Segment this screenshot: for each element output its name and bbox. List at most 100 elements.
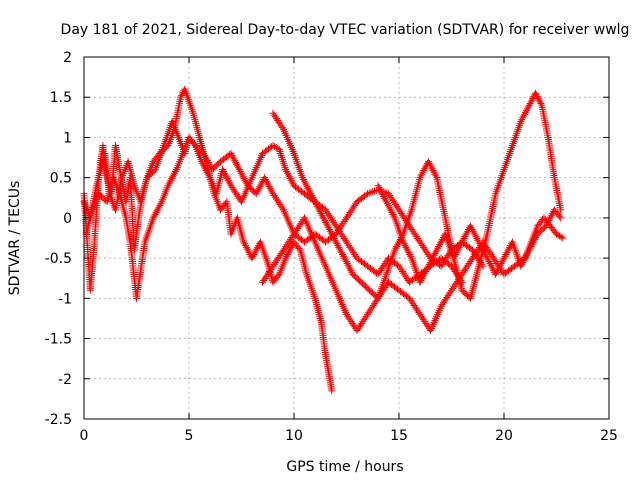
data-point bbox=[517, 117, 525, 125]
data-point bbox=[473, 234, 481, 242]
data-point bbox=[460, 234, 468, 242]
x-tick-label: 10 bbox=[285, 428, 303, 444]
chart-title: Day 181 of 2021, Sidereal Day-to-day VTE… bbox=[61, 22, 630, 38]
data-point bbox=[376, 185, 384, 193]
y-tick-label: -1.5 bbox=[45, 332, 72, 348]
data-point bbox=[354, 325, 362, 333]
data-point bbox=[348, 205, 356, 213]
data-point bbox=[532, 234, 540, 242]
data-point bbox=[439, 259, 447, 267]
data-point bbox=[399, 268, 406, 276]
data-point bbox=[520, 257, 528, 265]
data-point bbox=[423, 321, 431, 329]
data-point bbox=[416, 278, 424, 286]
data-point bbox=[474, 236, 482, 244]
data-point bbox=[372, 298, 380, 306]
data-point bbox=[420, 271, 428, 279]
data-point bbox=[416, 238, 424, 246]
data-point bbox=[451, 252, 459, 260]
data-point bbox=[286, 245, 294, 253]
data-point bbox=[233, 160, 241, 168]
data-point bbox=[268, 264, 276, 272]
data-point bbox=[555, 212, 563, 220]
data-point bbox=[351, 251, 359, 259]
data-point bbox=[375, 183, 383, 191]
data-point bbox=[429, 253, 437, 261]
data-point bbox=[369, 188, 377, 196]
data-point bbox=[273, 115, 280, 123]
data-point bbox=[416, 174, 424, 182]
data-point bbox=[276, 200, 284, 208]
data-point bbox=[166, 178, 174, 186]
data-point bbox=[340, 234, 348, 242]
data-point bbox=[460, 267, 468, 275]
data-point bbox=[521, 253, 529, 261]
data-point bbox=[271, 113, 279, 121]
data-point bbox=[333, 240, 341, 248]
data-point bbox=[347, 245, 355, 253]
data-point bbox=[314, 204, 322, 212]
data-point bbox=[281, 244, 289, 252]
data-point bbox=[340, 254, 348, 262]
data-point bbox=[411, 231, 419, 239]
data-point bbox=[317, 209, 325, 217]
data-point bbox=[426, 161, 434, 169]
data-point bbox=[417, 172, 425, 180]
data-point bbox=[248, 254, 256, 262]
data-point bbox=[526, 100, 534, 108]
data-point bbox=[355, 323, 363, 331]
data-point bbox=[228, 151, 236, 159]
data-point bbox=[419, 168, 427, 176]
data-point bbox=[504, 247, 512, 255]
data-point bbox=[524, 103, 532, 111]
data-point bbox=[557, 233, 565, 241]
data-point bbox=[417, 240, 425, 248]
data-point bbox=[330, 218, 338, 226]
data-point bbox=[269, 262, 277, 270]
data-point bbox=[329, 233, 337, 241]
data-point bbox=[334, 242, 342, 250]
data-point bbox=[547, 213, 555, 221]
data-point bbox=[276, 251, 284, 259]
data-point bbox=[277, 202, 285, 210]
data-point bbox=[362, 312, 370, 320]
data-point bbox=[358, 319, 366, 327]
data-point bbox=[304, 184, 312, 192]
data-point bbox=[417, 312, 425, 320]
data-point bbox=[438, 301, 446, 309]
data-point bbox=[234, 192, 242, 200]
data-point bbox=[423, 266, 431, 274]
data-point bbox=[521, 108, 529, 116]
data-point bbox=[256, 183, 264, 191]
data-point bbox=[337, 247, 345, 255]
data-point bbox=[371, 300, 378, 308]
data-point bbox=[270, 260, 278, 268]
data-point bbox=[452, 249, 460, 257]
series-track-1 bbox=[80, 85, 336, 395]
data-point bbox=[282, 254, 290, 262]
data-point bbox=[480, 249, 488, 257]
data-point bbox=[278, 204, 286, 212]
data-point bbox=[532, 89, 539, 97]
data-point bbox=[341, 216, 349, 224]
data-point bbox=[154, 205, 162, 213]
data-point bbox=[306, 188, 314, 196]
data-point bbox=[425, 159, 433, 167]
data-point bbox=[253, 245, 261, 253]
data-point bbox=[255, 184, 263, 192]
data-point bbox=[236, 167, 244, 175]
data-point bbox=[528, 96, 536, 104]
data-point bbox=[320, 215, 328, 223]
data-point bbox=[413, 305, 420, 313]
data-point bbox=[441, 297, 448, 305]
data-point bbox=[430, 168, 438, 176]
data-point bbox=[450, 254, 458, 262]
data-point bbox=[285, 173, 293, 181]
data-point bbox=[381, 259, 389, 267]
data-point bbox=[505, 245, 513, 253]
data-point bbox=[545, 217, 553, 225]
data-point bbox=[465, 259, 473, 267]
data-point bbox=[234, 162, 242, 170]
data-point bbox=[266, 184, 274, 192]
data-point bbox=[401, 242, 409, 250]
